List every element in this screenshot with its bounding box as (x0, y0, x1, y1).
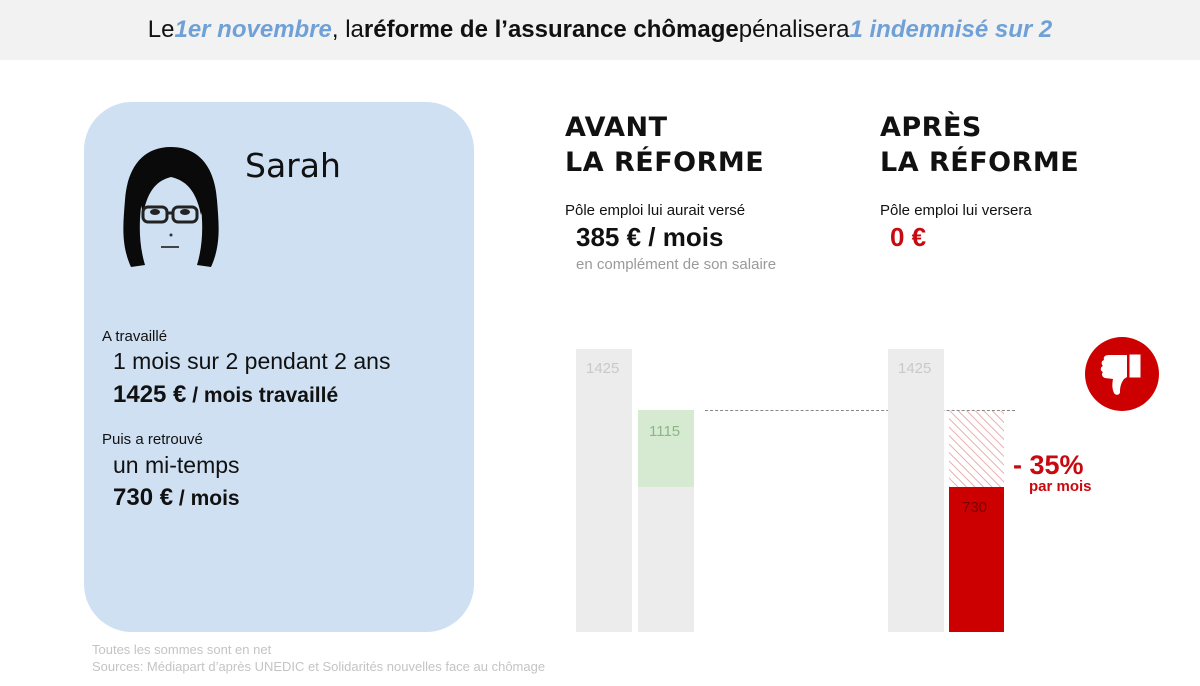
before-title-line2: LA RÉFORME (565, 147, 765, 178)
then-job: un mi-temps (113, 452, 240, 478)
then-salary-amount: 730 € (113, 484, 174, 511)
woman-portrait-icon (119, 145, 223, 270)
after-bar-total-value: 730 (962, 499, 988, 516)
before-title: AVANT LA RÉFORME (565, 110, 764, 180)
worked-salary-unit: / mois travaillé (186, 384, 339, 407)
headline-ratio: 1 indemnisé sur 2 (849, 16, 1053, 43)
footnote-sources: Sources: Médiapart d’après UNEDIC et Sol… (92, 659, 546, 674)
loss-unit: par mois (1029, 478, 1092, 495)
after-bar-salary-segment (949, 487, 1004, 632)
after-bar-previous-value: 1425 (898, 360, 932, 377)
person-name: Sarah (245, 146, 341, 185)
before-bar-total-value: 1115 (649, 423, 681, 440)
headline-date: 1er novembre (174, 16, 332, 43)
after-title-line2: LA RÉFORME (880, 147, 1080, 178)
before-bar-previous-salary (576, 349, 632, 632)
footnote-net: Toutes les sommes sont en net (92, 642, 272, 657)
before-caption: Pôle emploi lui aurait versé (565, 202, 746, 219)
after-caption: Pôle emploi lui versera (880, 202, 1032, 219)
headline-part: , la (331, 16, 364, 43)
headline-part: Le (147, 16, 175, 43)
before-bar-salary-segment (638, 487, 694, 632)
before-amount: 385 € / mois (576, 222, 724, 252)
loss-percentage: - 35% (1013, 450, 1084, 480)
then-label: Puis a retrouvé (102, 431, 203, 448)
after-title: APRÈS LA RÉFORME (880, 110, 1079, 180)
after-bar-previous-salary (888, 349, 944, 632)
worked-salary: 1425 € / mois travaillé (113, 381, 338, 409)
headline-part: pénalisera (738, 16, 850, 43)
after-amount: 0 € (890, 222, 927, 252)
before-title-line1: AVANT (565, 112, 668, 143)
after-title-line1: APRÈS (880, 112, 982, 143)
then-salary-unit: / mois (173, 487, 240, 510)
headline-banner: Le 1er novembre , la réforme de l’assura… (0, 0, 1200, 60)
before-note: en complément de son salaire (576, 256, 777, 273)
worked-salary-amount: 1425 € (113, 381, 187, 408)
reference-dashed-line (705, 410, 1015, 411)
worked-label: A travaillé (102, 328, 168, 345)
before-bar-previous-value: 1425 (586, 360, 620, 377)
headline-subject: réforme de l’assurance chômage (363, 16, 739, 43)
thumbs-down-icon (1085, 337, 1159, 411)
then-salary: 730 € / mois (113, 484, 240, 512)
worked-pattern: 1 mois sur 2 pendant 2 ans (113, 348, 391, 374)
before-bar-allowance-segment (638, 410, 694, 487)
after-bar-lost-segment (949, 411, 1004, 487)
